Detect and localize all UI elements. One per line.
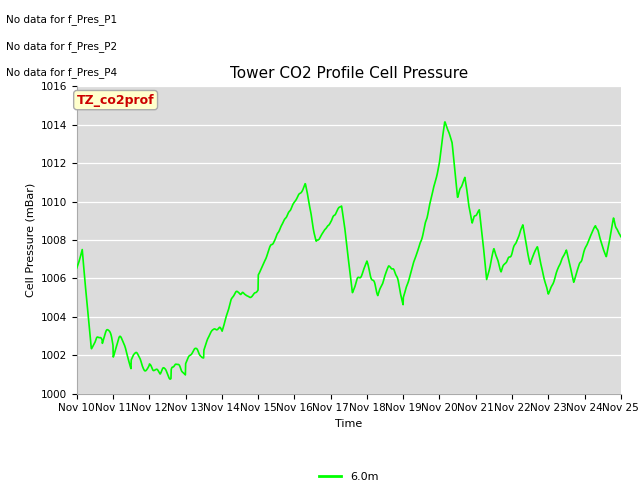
Text: No data for f_Pres_P2: No data for f_Pres_P2	[6, 41, 118, 52]
Text: TZ_co2prof: TZ_co2prof	[77, 94, 154, 107]
X-axis label: Time: Time	[335, 419, 362, 429]
Text: No data for f_Pres_P4: No data for f_Pres_P4	[6, 67, 118, 78]
Y-axis label: Cell Pressure (mBar): Cell Pressure (mBar)	[25, 183, 35, 297]
Legend: 6.0m: 6.0m	[314, 468, 383, 480]
Title: Tower CO2 Profile Cell Pressure: Tower CO2 Profile Cell Pressure	[230, 66, 468, 81]
Text: No data for f_Pres_P1: No data for f_Pres_P1	[6, 14, 118, 25]
